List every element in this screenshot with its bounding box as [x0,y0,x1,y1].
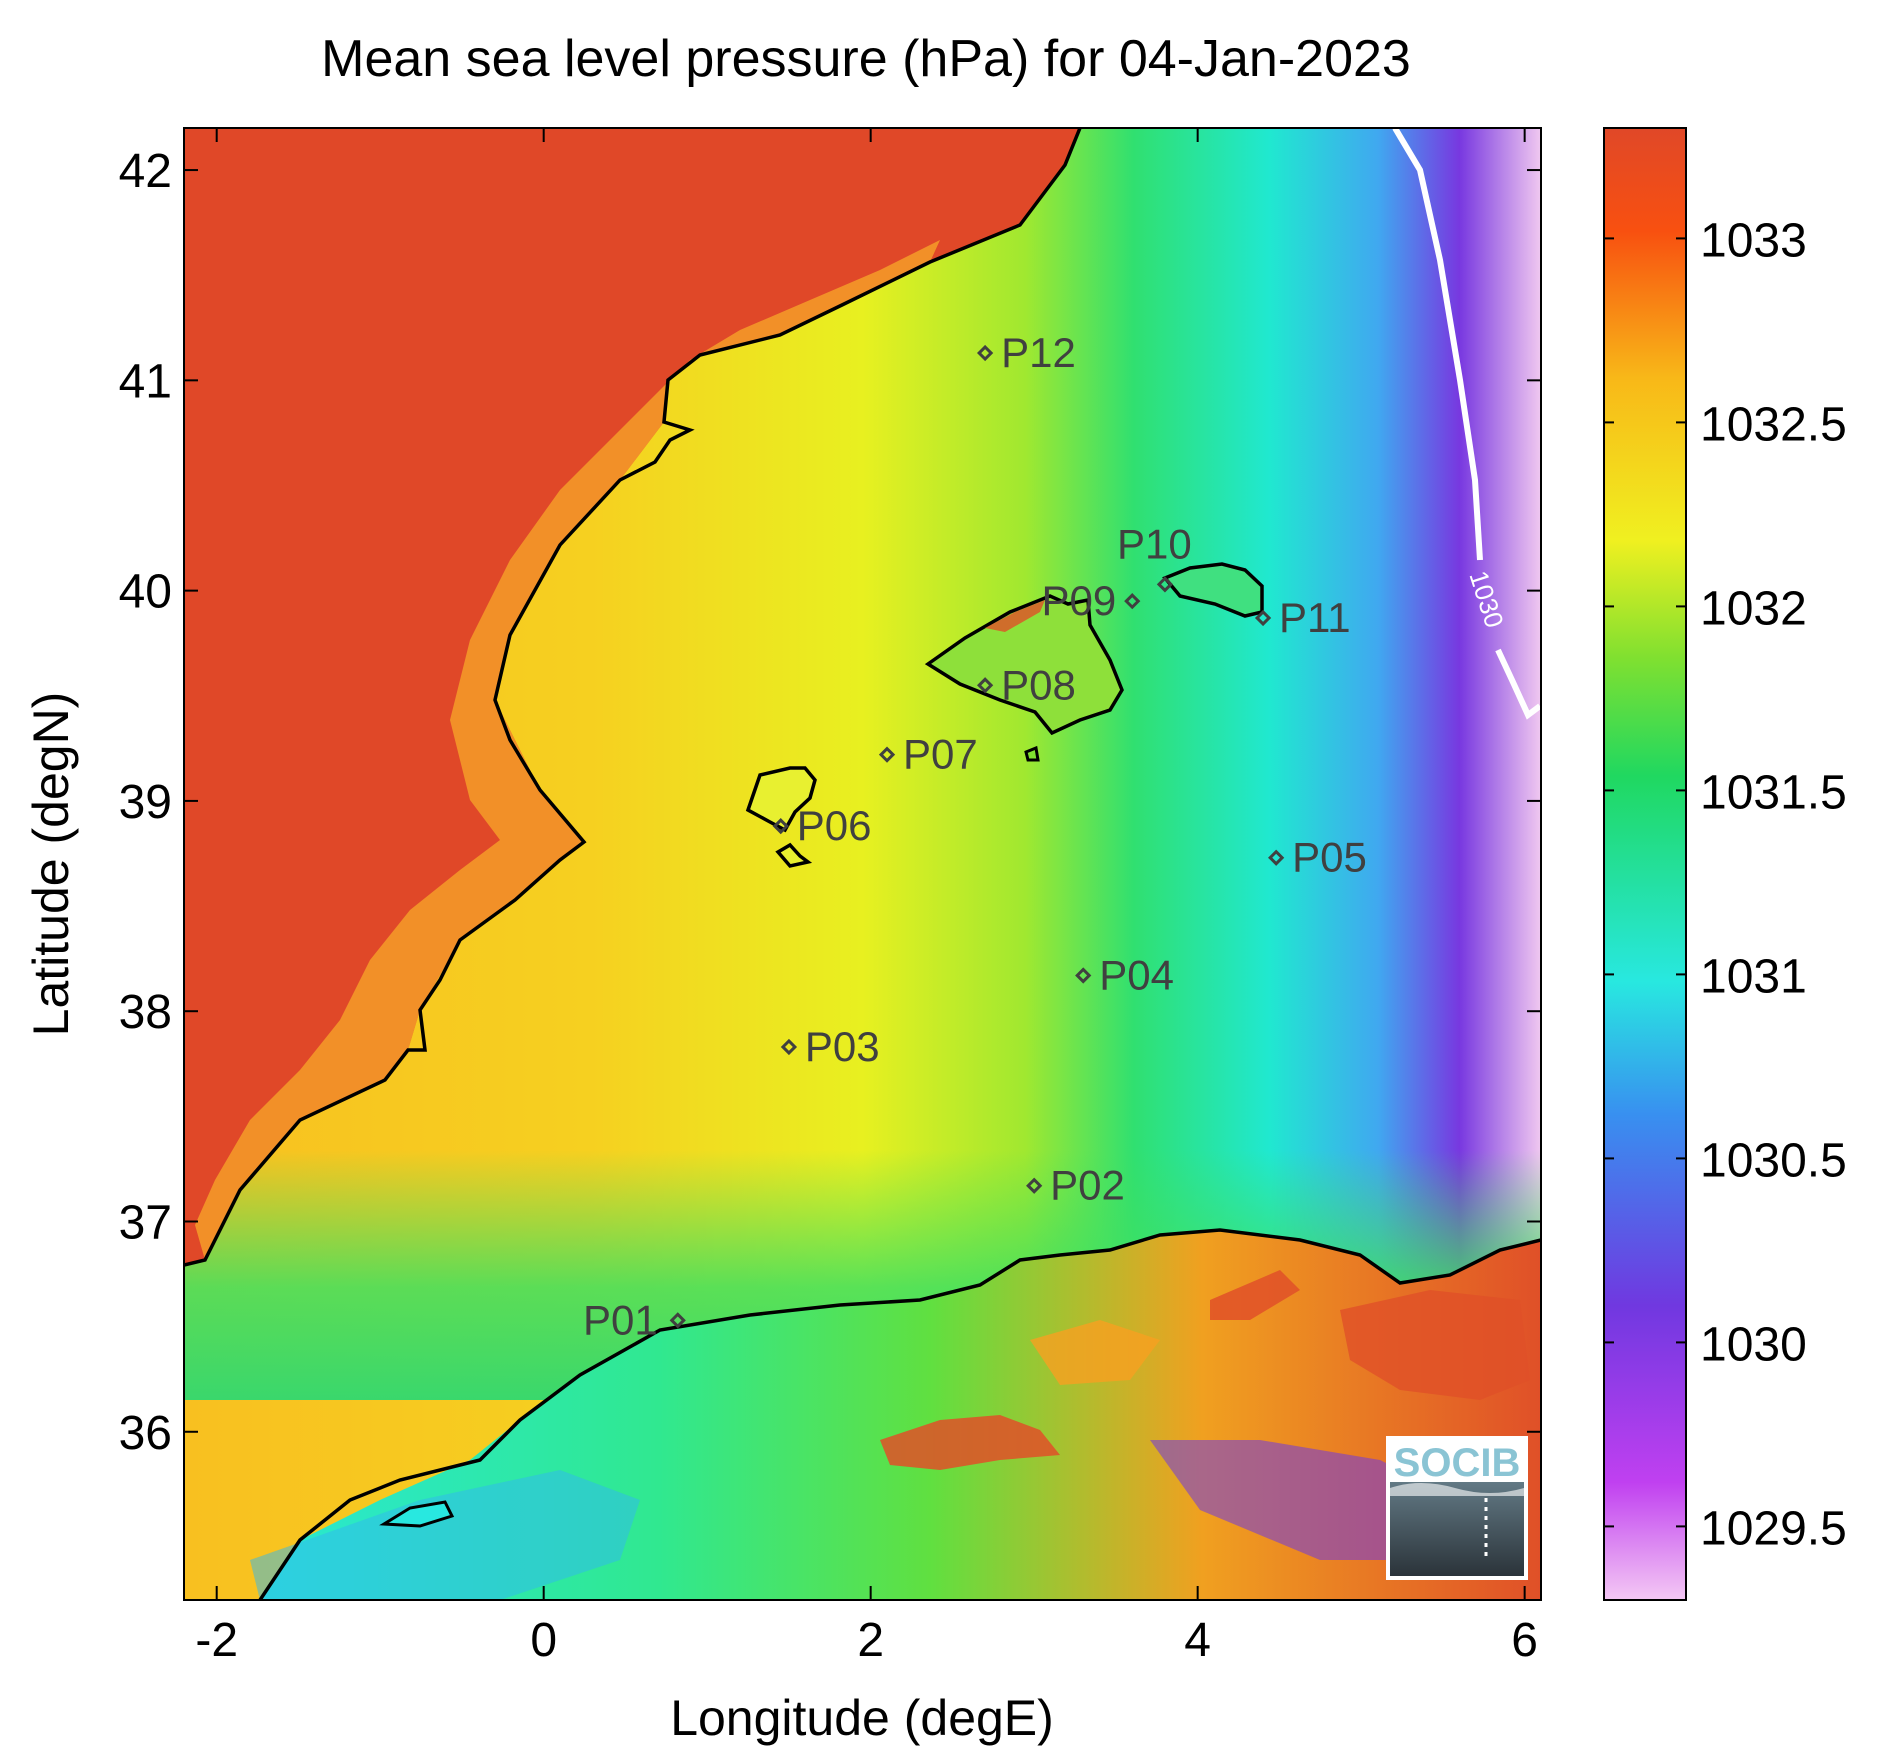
station-label-p02: P02 [1050,1162,1125,1209]
y-tick-label: 37 [119,1196,172,1249]
colorbar-tick-label: 1030 [1700,1318,1807,1371]
colorbar-tick-label: 1031.5 [1700,766,1847,819]
colorbar-tick-label: 1032.5 [1700,398,1847,451]
x-tick-label: 2 [857,1614,884,1667]
station-label-p05: P05 [1292,834,1367,881]
x-tick-label: 6 [1511,1614,1538,1667]
station-label-p03: P03 [805,1023,880,1070]
y-tick-label: 36 [119,1407,172,1460]
menorca-land [1162,562,1264,618]
chart-title: Mean sea level pressure (hPa) for 04-Jan… [321,30,1411,88]
y-tick-label: 38 [119,986,172,1039]
y-tick-label: 41 [119,355,172,408]
x-tick-label: -2 [195,1614,238,1667]
iberia-coastline [184,128,1082,1267]
station-marker-p02 [1026,1177,1043,1194]
colorbar-tick-label: 1029.5 [1700,1502,1847,1555]
africa-hot-patch-1 [880,1415,1060,1470]
station-marker-p12 [976,344,994,362]
africa-cool-patch [1150,1440,1460,1560]
mallorca-hot-ridge [985,600,1045,632]
africa-hot-patch-3 [1340,1290,1530,1400]
africa-cyan-patch [250,1470,640,1600]
mallorca-land [924,594,1124,736]
x-tick-label: 4 [1184,1614,1211,1667]
station-marker-p03 [780,1038,798,1056]
colorbar-tick-label: 1032 [1700,582,1807,635]
y-tick-label: 40 [119,566,172,619]
station-label-p09: P09 [1042,577,1117,624]
formentera-land [775,842,813,868]
africa-hot-patch-4 [1030,1320,1160,1385]
station-marker-p09 [1124,593,1141,610]
colorbar-tick-label: 1031 [1700,950,1807,1003]
station-label-p06: P06 [797,802,872,849]
y-tick-label: 39 [119,776,172,829]
colorbar-tick-label: 1033 [1700,214,1807,267]
station-marker-p05 [1268,849,1285,866]
station-label-p08: P08 [1001,661,1076,708]
cabrera-land [1024,745,1040,762]
station-marker-p06 [772,818,789,835]
africa-hot-patch-2 [1210,1270,1300,1320]
logo-text: SOCIB [1394,1441,1521,1485]
plot-area: 1030 P01P02P03P04P05P06P07P08P09P10P11P1… [184,128,1541,1600]
station-marker-p04 [1075,967,1092,984]
station-marker-p07 [878,746,896,763]
station-label-p10: P10 [1117,520,1192,567]
colorbar-tick-label: 1030.5 [1700,1134,1847,1187]
colorbar-bar [1603,127,1687,1601]
plot-frame [183,127,1542,1601]
x-tick-label: 0 [530,1614,557,1667]
station-label-p01: P01 [583,1296,658,1343]
station-label-p04: P04 [1099,951,1174,998]
alboran-land [379,1500,455,1528]
y-tick-label: 42 [119,145,172,198]
x-axis-label: Longitude (degE) [670,1690,1054,1746]
africa-coastline [258,1228,1541,1600]
y-axis-label: Latitude (degN) [23,692,79,1037]
station-label-p12: P12 [1001,329,1076,376]
x-axis-ticks: -2 0 2 4 6 [195,128,1538,1667]
station-marker-p08 [976,677,994,694]
station-label-p07: P07 [903,731,978,778]
station-marker-p11 [1254,609,1272,627]
logo-text-band [1390,1440,1524,1482]
socib-logo: SOCIB [1386,1436,1528,1580]
iberia-coastal-band [195,240,940,1260]
contour-1030-line [1392,128,1541,720]
ibiza-land [745,766,817,833]
colorbar-ticks: 1029.5 1030 1030.5 1031 1031.5 1032 1032.5 1033 [1604,214,1847,1555]
y-axis-ticks: 36 37 38 39 40 41 42 [119,145,1541,1460]
station-label-p11: P11 [1279,594,1351,641]
station-marker-p01 [669,1312,686,1329]
logo-wave [1390,1483,1524,1496]
station-marker-p10 [1156,576,1174,593]
